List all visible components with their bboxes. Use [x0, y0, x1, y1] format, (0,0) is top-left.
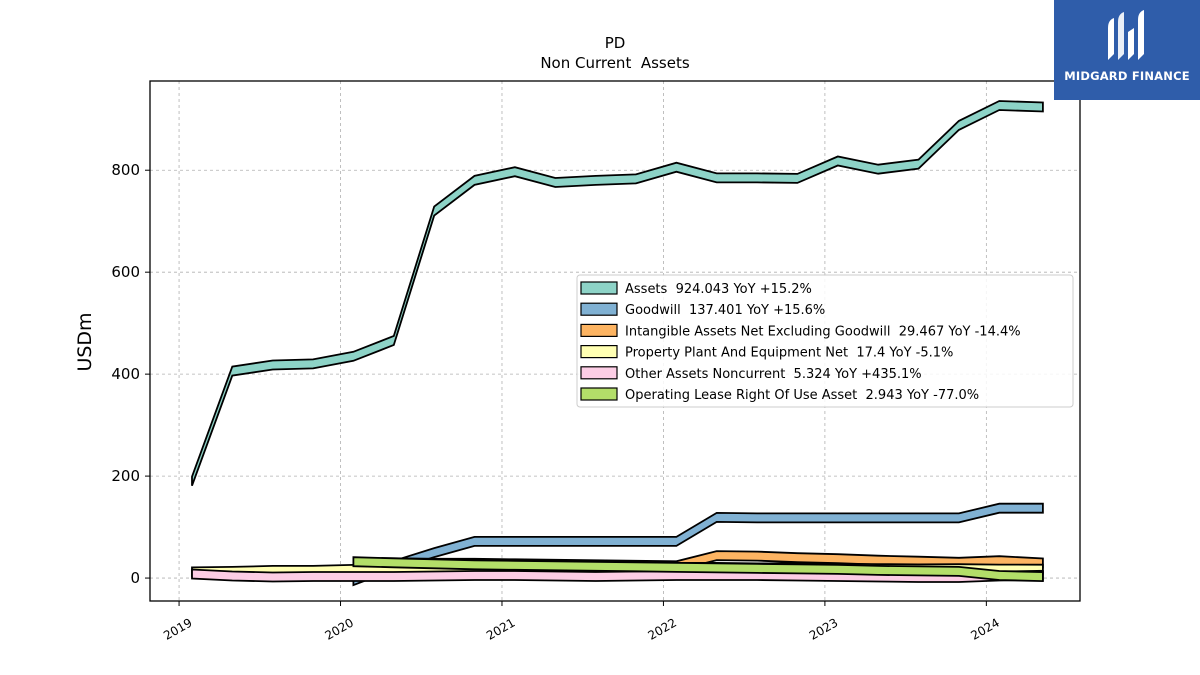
series-band-1: [352, 502, 1044, 587]
x-tick-label: 2021: [484, 615, 517, 642]
legend-swatch-5: [580, 387, 618, 401]
brand-logo: MIDGARD FINANCE: [1054, 0, 1200, 100]
legend-swatch-2: [580, 323, 618, 337]
y-tick-label: 0: [130, 569, 140, 587]
x-tick-label: 2019: [161, 615, 194, 642]
logo-mark-icon: [1108, 10, 1144, 60]
legend-swatch-3: [580, 345, 618, 359]
y-tick-label: 400: [111, 365, 140, 383]
brand-name: MIDGARD FINANCE: [1064, 69, 1190, 83]
y-axis: 0 200 400 600 800: [111, 161, 150, 587]
legend-swatch-0: [580, 281, 618, 295]
legend-swatch-4: [580, 366, 618, 380]
legend-box: [576, 274, 1074, 408]
legend: Assets 924.043 YoY +15.2% Goodwill 137.40…: [576, 274, 1074, 408]
y-axis-label: USDm: [74, 312, 96, 371]
series-band-0: [191, 100, 1044, 487]
x-tick-label: 2020: [323, 615, 356, 642]
legend-swatch-1: [580, 302, 618, 316]
legend-label-1: Goodwill 137.401 YoY +15.6%: [625, 303, 825, 318]
series-band-5: [352, 556, 1044, 583]
legend-label-0: Assets 924.043 YoY +15.2%: [625, 282, 812, 297]
chart-subtitle: Non Current Assets: [540, 54, 690, 72]
legend-label-2: Intangible Assets Net Excluding Goodwill…: [625, 324, 1021, 339]
series-layer: [191, 100, 1044, 587]
y-tick-label: 800: [111, 161, 140, 179]
legend-label-5: Operating Lease Right Of Use Asset 2.943…: [625, 388, 979, 403]
grid-lines: [150, 81, 1080, 601]
x-tick-label: 2024: [968, 615, 1001, 642]
chart-title: PD: [605, 34, 626, 52]
y-tick-label: 600: [111, 263, 140, 281]
plot-frame: [149, 80, 1081, 602]
x-tick-label: 2022: [645, 615, 678, 642]
y-tick-label: 200: [111, 467, 140, 485]
x-axis: 2019 2020 2021 2022 2023 2024: [161, 601, 1002, 643]
legend-label-3: Property Plant And Equipment Net 17.4 Yo…: [625, 346, 953, 361]
x-tick-label: 2023: [807, 615, 840, 642]
legend-label-4: Other Assets Noncurrent 5.324 YoY +435.1…: [625, 367, 922, 382]
